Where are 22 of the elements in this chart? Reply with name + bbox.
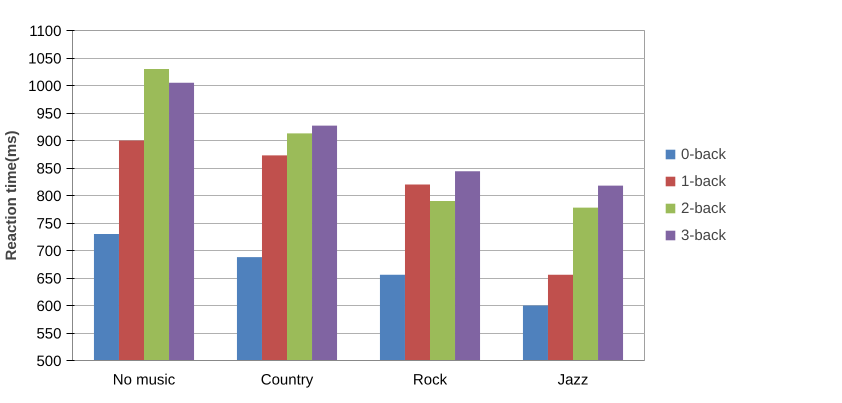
y-tick-label: 1100 [29, 23, 62, 40]
y-tick-label: 550 [36, 326, 62, 342]
legend-label: 3-back [681, 226, 726, 244]
x-tick-label: No music [112, 372, 176, 388]
y-tick-label: 600 [36, 298, 62, 315]
y-tick-label: 500 [36, 353, 62, 370]
y-tick-label: 700 [36, 243, 62, 260]
y-axis-title: Reaction time(ms) [3, 130, 20, 261]
x-tick-label: Country [260, 372, 314, 388]
legend-label: 2-back [681, 200, 726, 216]
x-tick-label: Rock [412, 372, 448, 388]
y-tick-label: 1000 [28, 78, 62, 95]
legend-label: 1-back [681, 172, 726, 190]
x-tick-label: Jazz [558, 372, 588, 388]
y-tick-label: 850 [36, 160, 62, 178]
y-tick-label: 650 [36, 270, 62, 288]
y-tick-label: 950 [36, 106, 62, 122]
legend-label: 0-back [681, 146, 726, 162]
y-tick-label: 1050 [28, 50, 62, 68]
y-tick-label: 800 [36, 188, 62, 205]
y-tick-label: 900 [36, 133, 62, 150]
y-tick-label: 750 [36, 216, 62, 232]
